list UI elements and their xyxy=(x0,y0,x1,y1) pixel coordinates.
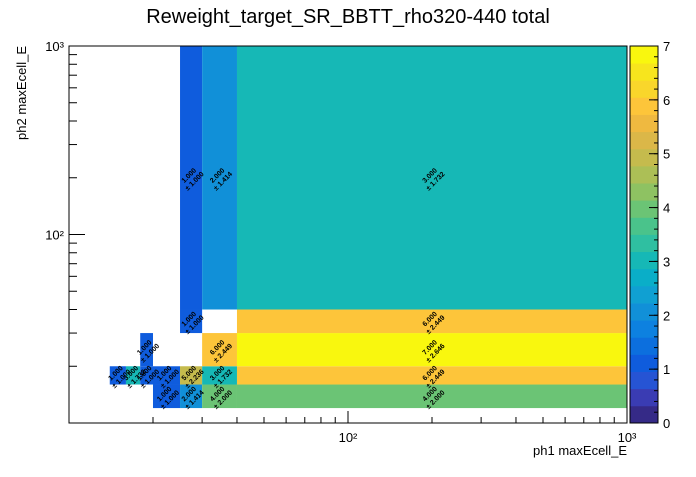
palette-band xyxy=(630,303,658,321)
heatmap-cell xyxy=(202,366,237,385)
palette-band xyxy=(630,285,658,304)
heatmap-cell xyxy=(152,366,181,385)
heatmap-cell xyxy=(180,384,203,409)
palette-frame xyxy=(629,45,659,424)
heatmap-cells xyxy=(109,46,627,409)
palette-band xyxy=(630,200,658,218)
chart-title: Reweight_target_SR_BBTT_rho320-440 total xyxy=(146,6,550,28)
palette-band xyxy=(630,46,658,64)
palette-band xyxy=(630,217,658,235)
y-axis-label: ph2 maxEcell_E xyxy=(14,46,29,140)
palette-band xyxy=(630,183,658,201)
heatmap-cell xyxy=(236,309,627,334)
palette-tick-label: 7 xyxy=(663,39,670,54)
y-tick-label: 10³ xyxy=(45,39,64,54)
x-tick-label: 10² xyxy=(339,430,358,445)
palette-band xyxy=(630,354,658,372)
palette-tick-label: 0 xyxy=(663,416,670,431)
palette-band xyxy=(630,165,658,184)
color-palette-axis: 0 1 2 3 4 5 6 7 xyxy=(629,39,670,431)
y-tick-label: 10² xyxy=(45,228,64,243)
heatmap-cell xyxy=(125,366,141,385)
palette-band xyxy=(630,268,658,287)
heatmap-cell xyxy=(236,366,627,385)
palette-band xyxy=(630,337,658,355)
heatmap-cell xyxy=(180,366,203,385)
palette-band xyxy=(630,63,658,81)
palette-band xyxy=(630,80,658,98)
heatmap-cell xyxy=(109,366,126,385)
palette-tick-label: 2 xyxy=(663,308,670,323)
palette-tick-label: 3 xyxy=(663,254,670,269)
heatmap-cell xyxy=(202,46,237,310)
heatmap-cell xyxy=(180,309,203,334)
palette-band xyxy=(630,388,658,407)
heatmap-cell xyxy=(152,384,181,409)
palette-band xyxy=(630,148,658,167)
palette-band xyxy=(630,320,658,338)
palette-band xyxy=(630,131,658,150)
heatmap-cell xyxy=(236,384,627,409)
x-tick-label: 10³ xyxy=(618,430,637,445)
heatmap-cell xyxy=(236,46,627,310)
palette-band xyxy=(630,371,658,390)
palette-band xyxy=(630,97,658,115)
heatmap-cell xyxy=(202,384,237,409)
palette-tick-label: 6 xyxy=(663,93,670,108)
palette-band xyxy=(630,405,658,424)
x-axis-label: ph1 maxEcell_E xyxy=(533,443,627,458)
axes: 10² 10³ 10² 10³ xyxy=(45,39,637,445)
heatmap-cell xyxy=(236,333,627,367)
heatmap-cell xyxy=(202,333,237,367)
palette-band xyxy=(630,234,658,253)
palette-band xyxy=(630,114,658,133)
palette-tick-label: 4 xyxy=(663,201,670,216)
heatmap-cell xyxy=(140,333,153,367)
palette-tick-label: 1 xyxy=(663,362,670,377)
heatmap-cell xyxy=(140,366,153,385)
heatmap-cell xyxy=(180,46,203,310)
palette-band xyxy=(630,251,658,270)
palette-tick-label: 5 xyxy=(663,147,670,162)
